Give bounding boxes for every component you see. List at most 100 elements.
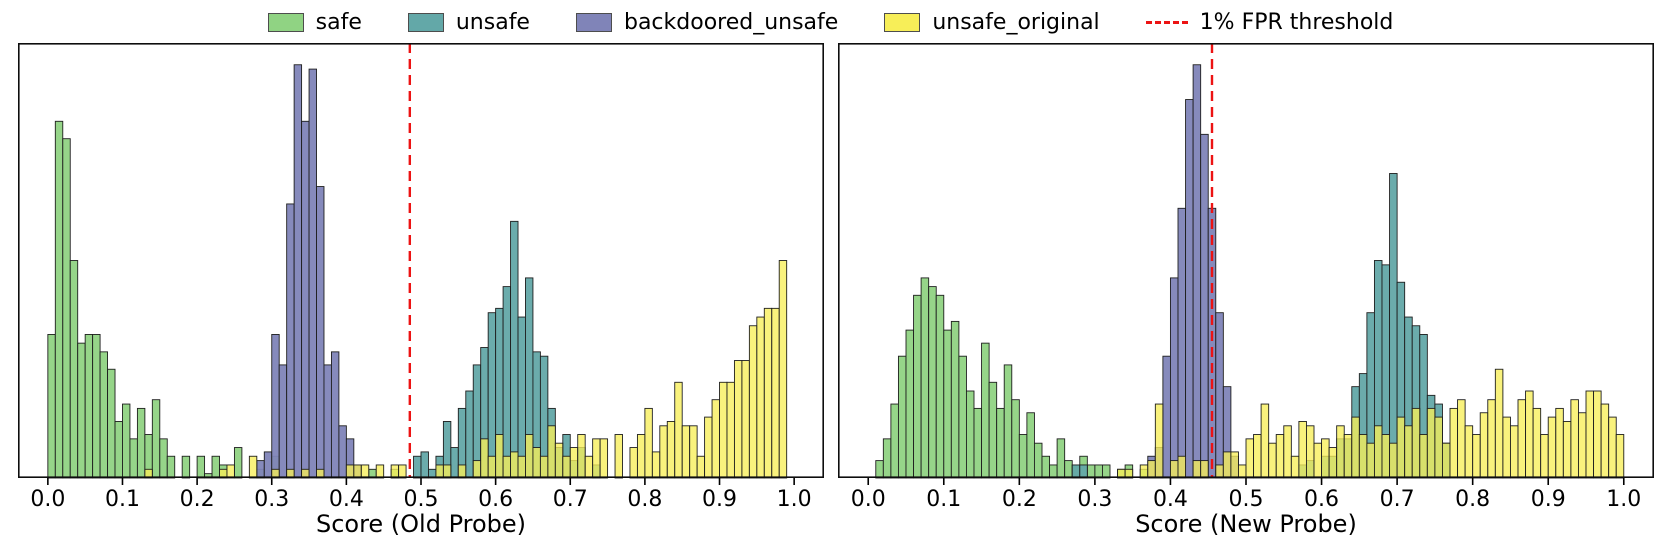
legend-swatch-unsafe_original xyxy=(884,12,921,32)
hist-bar-safe xyxy=(950,320,960,479)
x-tick-label: 0.2 xyxy=(179,487,215,512)
hist-bar-unsafe_original xyxy=(1502,416,1511,479)
hist-bar-safe xyxy=(958,355,967,479)
legend-item-unsafe: unsafe xyxy=(407,10,530,35)
hist-bar-safe xyxy=(897,355,907,479)
hist-bar-unsafe_original xyxy=(1600,403,1610,479)
hist-bar-unsafe_original xyxy=(1494,368,1504,479)
hist-bar-unsafe_original xyxy=(1570,399,1579,479)
x-tick-label: 0.5 xyxy=(1228,487,1264,512)
hist-bar-unsafe_original xyxy=(398,464,407,479)
hist-bar-unsafe_original xyxy=(1426,407,1436,479)
series-backdoored_unsafe xyxy=(256,64,362,479)
hist-bar-safe xyxy=(1011,399,1020,479)
x-tick-label: 0.1 xyxy=(926,487,962,512)
hist-bar-unsafe xyxy=(465,390,474,479)
x-tick-label: 0.4 xyxy=(328,487,364,512)
hist-bar-unsafe_original xyxy=(1321,438,1330,479)
hist-bar-unsafe_original xyxy=(1555,407,1564,479)
x-tick-label: 1.0 xyxy=(776,487,812,512)
hist-bar-unsafe_original xyxy=(301,468,310,479)
hist-bar-backdoored_unsafe xyxy=(1169,277,1179,479)
hist-bar-unsafe_original xyxy=(1253,434,1262,479)
hist-bar-unsafe_original xyxy=(271,468,280,479)
x-tick-label: 0.7 xyxy=(1379,487,1415,512)
hist-bar-unsafe_original xyxy=(1608,416,1617,479)
hist-bar-unsafe_original xyxy=(286,468,295,479)
hist-bar-unsafe_original xyxy=(1192,460,1202,479)
hist-bar-unsafe_original xyxy=(1577,412,1587,479)
hist-bar-safe xyxy=(890,403,899,479)
series-unsafe xyxy=(413,220,601,479)
x-axis-label-new-probe: Score (New Probe) xyxy=(1135,510,1357,538)
hist-bar-unsafe_original xyxy=(1290,455,1300,479)
threshold-dashed-line-icon xyxy=(1145,20,1188,24)
histogram-old-probe xyxy=(18,43,825,485)
hist-bar-safe xyxy=(92,334,101,479)
hist-bar-unsafe_original xyxy=(539,455,549,479)
hist-bar-unsafe_original xyxy=(674,381,683,479)
hist-bar-safe xyxy=(1041,455,1051,479)
hist-bar-unsafe_original xyxy=(629,447,638,479)
hist-bar-unsafe_original xyxy=(681,425,691,479)
hist-bar-unsafe_original xyxy=(1222,451,1232,479)
hist-bar-unsafe_original xyxy=(1532,407,1542,479)
hist-bar-unsafe_original xyxy=(1268,442,1277,479)
hist-bar-unsafe_original xyxy=(1200,460,1209,479)
legend-item-backdoored_unsafe: backdoored_unsafe xyxy=(575,10,838,35)
x-tick-label: 0.7 xyxy=(552,487,588,512)
hist-bar-safe xyxy=(84,334,94,479)
hist-bar-unsafe_original xyxy=(226,464,235,479)
hist-bar-safe xyxy=(196,455,206,479)
hist-bar-unsafe_original xyxy=(375,464,385,479)
hist-bar-unsafe_original xyxy=(659,425,668,479)
hist-bar-unsafe_original xyxy=(1245,438,1255,479)
hist-bar-unsafe xyxy=(517,316,526,479)
series-safe xyxy=(875,277,1149,479)
hist-bar-unsafe_original xyxy=(360,464,370,479)
x-tick-label: 0.3 xyxy=(1077,487,1113,512)
hist-bar-unsafe_original xyxy=(353,464,362,479)
hist-bar-safe xyxy=(69,260,79,479)
series-unsafe_original xyxy=(144,260,788,479)
hist-bar-safe xyxy=(122,403,131,479)
hist-bar-unsafe_original xyxy=(666,421,676,479)
hist-bar-unsafe_original xyxy=(435,464,444,479)
hist-bar-unsafe xyxy=(420,451,429,479)
hist-bar-backdoored_unsafe xyxy=(271,334,280,479)
hist-bar-unsafe_original xyxy=(748,325,758,479)
hist-bar-backdoored_unsafe xyxy=(308,68,317,479)
hist-bar-unsafe_original xyxy=(704,416,713,479)
hist-bar-safe xyxy=(151,399,161,479)
hist-bar-unsafe_original xyxy=(1328,447,1338,479)
legend-item-unsafe_original: unsafe_original xyxy=(884,10,1100,35)
hist-bar-unsafe_original xyxy=(487,455,497,479)
hist-bar-unsafe_original xyxy=(1237,464,1247,479)
hist-bar-safe xyxy=(166,455,176,479)
hist-bar-safe xyxy=(233,447,243,479)
hist-bar-unsafe_original xyxy=(1283,425,1292,479)
hist-bar-unsafe_original xyxy=(1525,390,1534,479)
hist-bar-backdoored_unsafe xyxy=(1207,207,1217,479)
hist-bar-unsafe_original xyxy=(726,381,735,479)
hist-bar-unsafe_original xyxy=(1358,434,1368,479)
hist-bar-unsafe_original xyxy=(345,464,355,479)
hist-bar-unsafe_original xyxy=(1336,425,1345,479)
hist-bar-unsafe_original xyxy=(1260,403,1270,479)
hist-bar-unsafe_original xyxy=(1562,421,1572,479)
hist-bar-safe xyxy=(114,421,123,479)
hist-bar-unsafe_original xyxy=(1593,390,1602,479)
hist-bar-unsafe_original xyxy=(1373,425,1383,479)
hist-bar-unsafe xyxy=(1079,464,1088,479)
hist-bar-unsafe xyxy=(413,455,422,479)
hist-bar-unsafe_original xyxy=(711,399,720,479)
hist-bar-unsafe_original xyxy=(1381,434,1391,479)
hist-bar-unsafe_original xyxy=(1124,468,1134,479)
hist-bar-safe xyxy=(935,294,945,479)
hist-bar-unsafe_original xyxy=(1177,455,1187,479)
hist-bar-unsafe_original xyxy=(495,434,504,479)
hist-bar-unsafe_original xyxy=(636,434,646,479)
panel-old-probe: Score (Old Probe) 0.0 0.1 0.2 0.3 0.4 0.5 0.6 0… xyxy=(18,43,825,538)
hist-bar-unsafe_original xyxy=(1509,425,1519,479)
hist-bar-unsafe_original xyxy=(1389,442,1398,479)
